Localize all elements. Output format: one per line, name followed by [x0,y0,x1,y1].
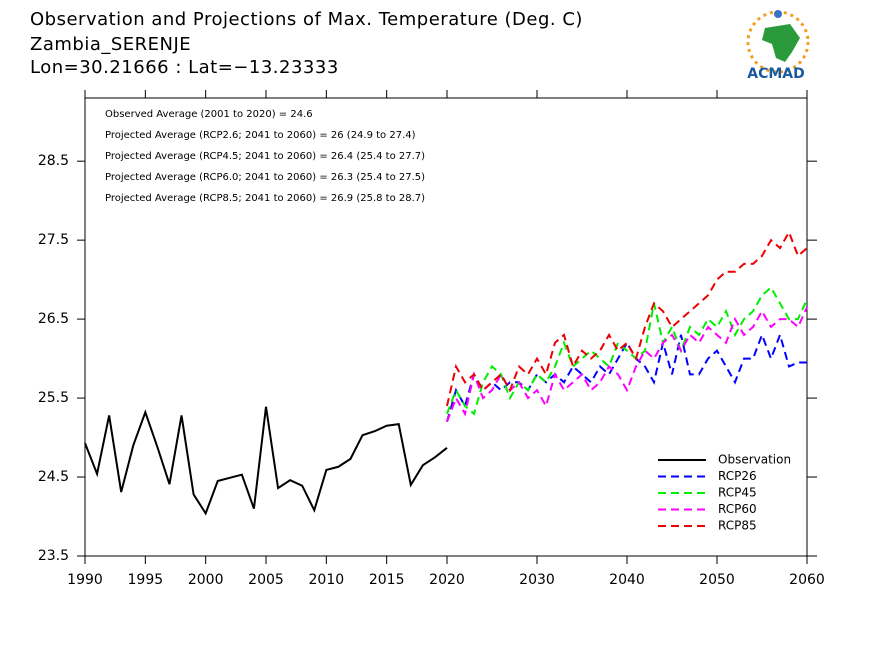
x-tick-label: 2015 [369,572,405,588]
x-tick-label: 1995 [128,572,164,588]
legend-label: RCP85 [718,519,757,533]
series-line [446,306,808,423]
legend-label: RCP60 [718,502,757,516]
y-tick-label: 24.5 [38,469,69,485]
series-line [446,229,808,407]
x-tick-label: 2005 [248,572,284,588]
plot-frame [84,97,808,557]
x-tick-label: 1990 [67,572,103,588]
logo [746,10,810,74]
x-tick-label: 2010 [309,572,345,588]
legend-label: RCP45 [718,486,757,500]
x-tick-label: 2030 [519,572,555,588]
logo-text: ACMAD [747,66,805,82]
chart-subtitle: Zambia_SERENJE [30,34,191,55]
y-tick-label: 23.5 [38,548,69,564]
location: Lon=30.21666 : Lat=−13.23333 [30,57,339,78]
annotation: Projected Average (RCP2.6; 2041 to 2060)… [105,130,416,141]
legend-label: Observation [718,453,791,467]
x-tick-label: 2050 [699,572,735,588]
y-tick-label: 28.5 [38,153,69,169]
annotation: Projected Average (RCP8.5; 2041 to 2060)… [105,193,425,204]
x-tick-label: 2020 [429,572,465,588]
legend-label: RCP26 [718,469,757,483]
series-line [446,285,808,416]
y-tick-label: 27.5 [38,232,69,248]
annotation: Observed Average (2001 to 2020) = 24.6 [105,109,313,120]
x-tick-label: 2000 [188,572,224,588]
y-tick-label: 26.5 [38,311,69,327]
series-line [84,406,448,516]
x-tick-label: 2040 [609,572,645,588]
x-tick-label: 2060 [789,572,825,588]
y-tick-label: 25.5 [38,390,69,406]
annotation: Projected Average (RCP6.0; 2041 to 2060)… [105,172,425,183]
chart-title: Observation and Projections of Max. Temp… [30,9,583,30]
series-line [446,331,807,423]
annotation: Projected Average (RCP4.5; 2041 to 2060)… [105,151,425,162]
